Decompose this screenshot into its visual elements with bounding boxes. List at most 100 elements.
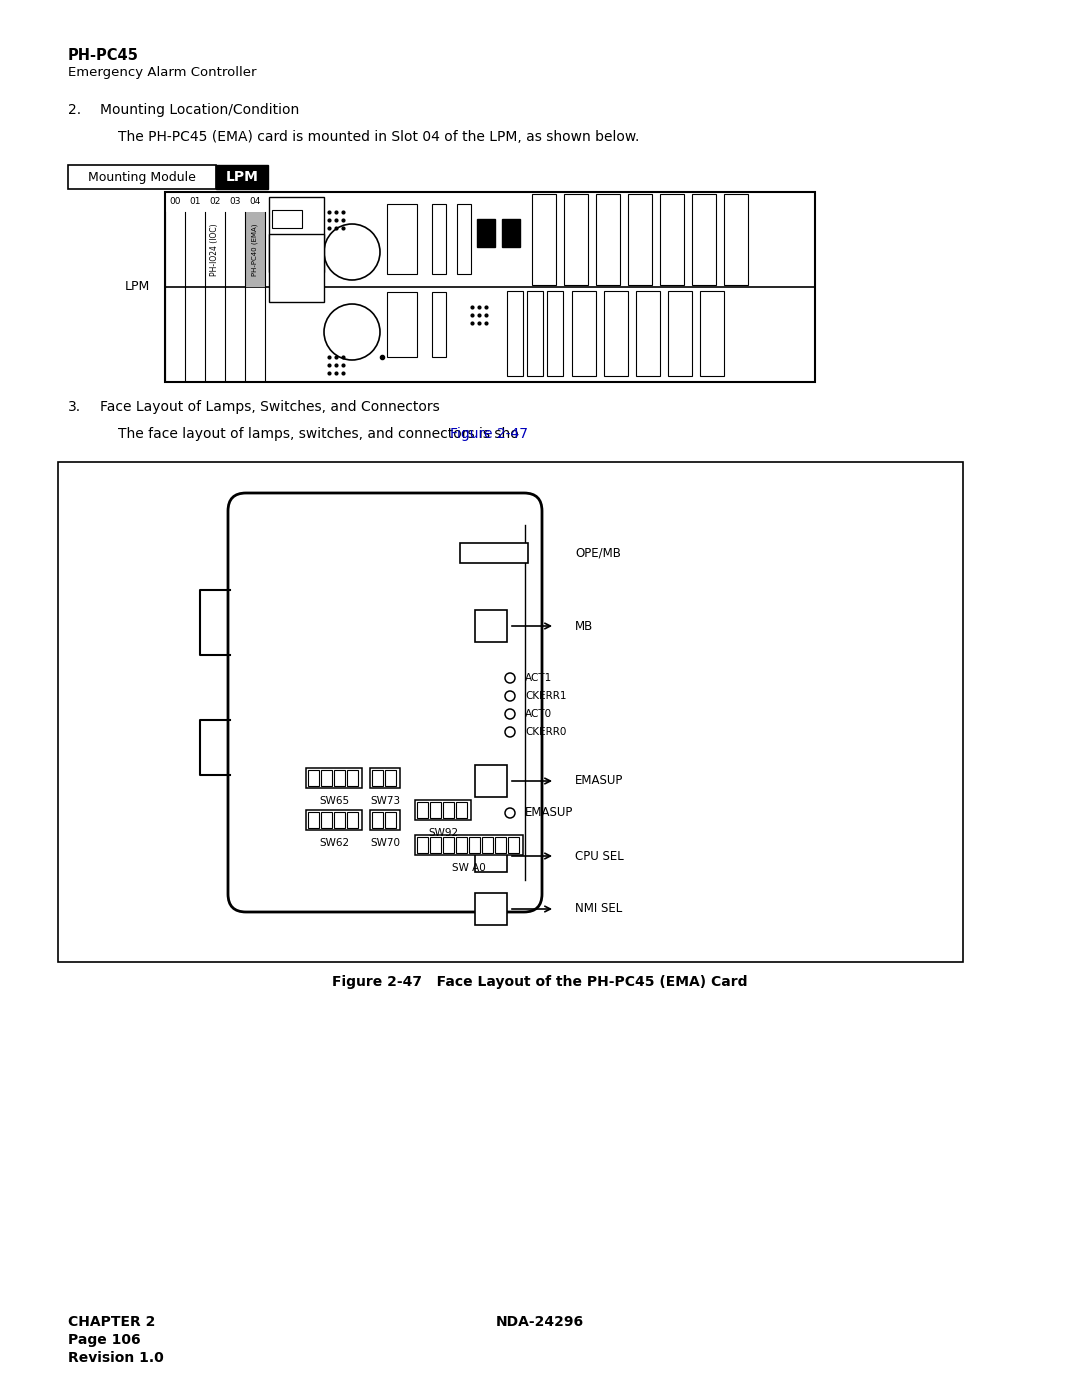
Text: Mounting Location/Condition: Mounting Location/Condition <box>100 103 299 117</box>
Bar <box>502 219 519 247</box>
Text: SW92: SW92 <box>428 828 458 838</box>
Bar <box>272 210 302 228</box>
Text: 00: 00 <box>170 197 180 207</box>
Text: MB: MB <box>575 619 593 633</box>
Bar <box>370 810 400 830</box>
Text: 02: 02 <box>210 197 220 207</box>
Bar <box>269 197 324 272</box>
Bar <box>495 837 507 854</box>
Bar <box>68 165 216 189</box>
Text: SW73: SW73 <box>370 796 400 806</box>
Bar <box>660 194 684 285</box>
Bar <box>564 194 588 285</box>
Bar <box>443 837 454 854</box>
Bar <box>482 837 492 854</box>
Bar <box>321 770 332 787</box>
Bar <box>532 194 556 285</box>
FancyBboxPatch shape <box>228 493 542 912</box>
Bar <box>165 191 815 381</box>
Bar <box>596 194 620 285</box>
Bar <box>460 543 528 563</box>
Bar <box>417 802 428 819</box>
Text: Figure 2-47   Face Layout of the PH-PC45 (EMA) Card: Figure 2-47 Face Layout of the PH-PC45 (… <box>333 975 747 989</box>
Text: Page 106: Page 106 <box>68 1333 140 1347</box>
Text: Mounting Module: Mounting Module <box>89 170 195 183</box>
Text: SW65: SW65 <box>319 796 349 806</box>
Bar <box>347 770 357 787</box>
Text: The face layout of lamps, switches, and connectors is sho: The face layout of lamps, switches, and … <box>118 427 518 441</box>
Bar <box>508 837 519 854</box>
Bar <box>269 235 324 302</box>
Text: The PH-PC45 (EMA) card is mounted in Slot 04 of the LPM, as shown below.: The PH-PC45 (EMA) card is mounted in Slo… <box>118 130 639 144</box>
Bar <box>306 768 362 788</box>
Bar <box>384 812 396 828</box>
Text: EMASUP: EMASUP <box>525 806 573 820</box>
Text: 3.: 3. <box>68 400 81 414</box>
Text: NMI SEL: NMI SEL <box>575 902 622 915</box>
Bar <box>306 810 362 830</box>
Bar <box>507 291 523 376</box>
Bar <box>475 840 507 872</box>
Bar <box>334 770 345 787</box>
Text: EMASUP: EMASUP <box>575 774 623 788</box>
Bar <box>387 292 417 358</box>
Text: Emergency Alarm Controller: Emergency Alarm Controller <box>68 66 257 80</box>
Text: CPU SEL: CPU SEL <box>575 849 624 862</box>
Text: CKERR0: CKERR0 <box>525 726 566 738</box>
Bar <box>334 812 345 828</box>
Text: PH-PC45: PH-PC45 <box>68 47 139 63</box>
Bar <box>457 204 471 274</box>
Text: LPM: LPM <box>125 281 150 293</box>
Bar <box>415 800 471 820</box>
Bar <box>308 770 319 787</box>
Bar <box>370 768 400 788</box>
Text: PH-IO24 (IOC): PH-IO24 (IOC) <box>211 224 219 275</box>
Text: CKERR1: CKERR1 <box>525 692 567 701</box>
Bar <box>477 219 495 247</box>
Bar <box>415 835 523 855</box>
Bar <box>700 291 724 376</box>
Bar <box>469 837 480 854</box>
Bar <box>604 291 627 376</box>
Bar <box>475 766 507 798</box>
Text: Face Layout of Lamps, Switches, and Connectors: Face Layout of Lamps, Switches, and Conn… <box>100 400 440 414</box>
Bar <box>347 812 357 828</box>
Bar <box>669 291 692 376</box>
Bar <box>724 194 748 285</box>
Bar <box>456 837 467 854</box>
Bar <box>636 291 660 376</box>
Text: 03: 03 <box>229 197 241 207</box>
Bar <box>443 802 454 819</box>
Bar <box>384 770 396 787</box>
Bar <box>430 802 441 819</box>
Bar <box>432 204 446 274</box>
Bar <box>245 212 265 286</box>
Text: SW A0: SW A0 <box>453 863 486 873</box>
Text: 2.: 2. <box>68 103 81 117</box>
Bar <box>546 291 563 376</box>
Text: SW70: SW70 <box>370 838 400 848</box>
Bar <box>430 837 441 854</box>
Bar <box>321 812 332 828</box>
Text: 01: 01 <box>189 197 201 207</box>
Bar <box>308 812 319 828</box>
Text: ACT1: ACT1 <box>525 673 552 683</box>
Text: LPM: LPM <box>226 170 258 184</box>
Bar <box>627 194 652 285</box>
Bar <box>272 244 298 258</box>
Text: 04: 04 <box>249 197 260 207</box>
Text: OPE/MB: OPE/MB <box>575 546 621 560</box>
Bar <box>475 610 507 643</box>
Text: Figure 2-47: Figure 2-47 <box>449 427 528 441</box>
Bar <box>432 292 446 358</box>
Bar <box>387 204 417 274</box>
Bar <box>216 165 268 189</box>
Bar <box>417 837 428 854</box>
Bar <box>475 893 507 925</box>
Bar <box>372 812 383 828</box>
Bar <box>527 291 543 376</box>
Text: ACT0: ACT0 <box>525 710 552 719</box>
Text: CHAPTER 2: CHAPTER 2 <box>68 1315 156 1329</box>
Bar <box>456 802 467 819</box>
Text: NDA-24296: NDA-24296 <box>496 1315 584 1329</box>
